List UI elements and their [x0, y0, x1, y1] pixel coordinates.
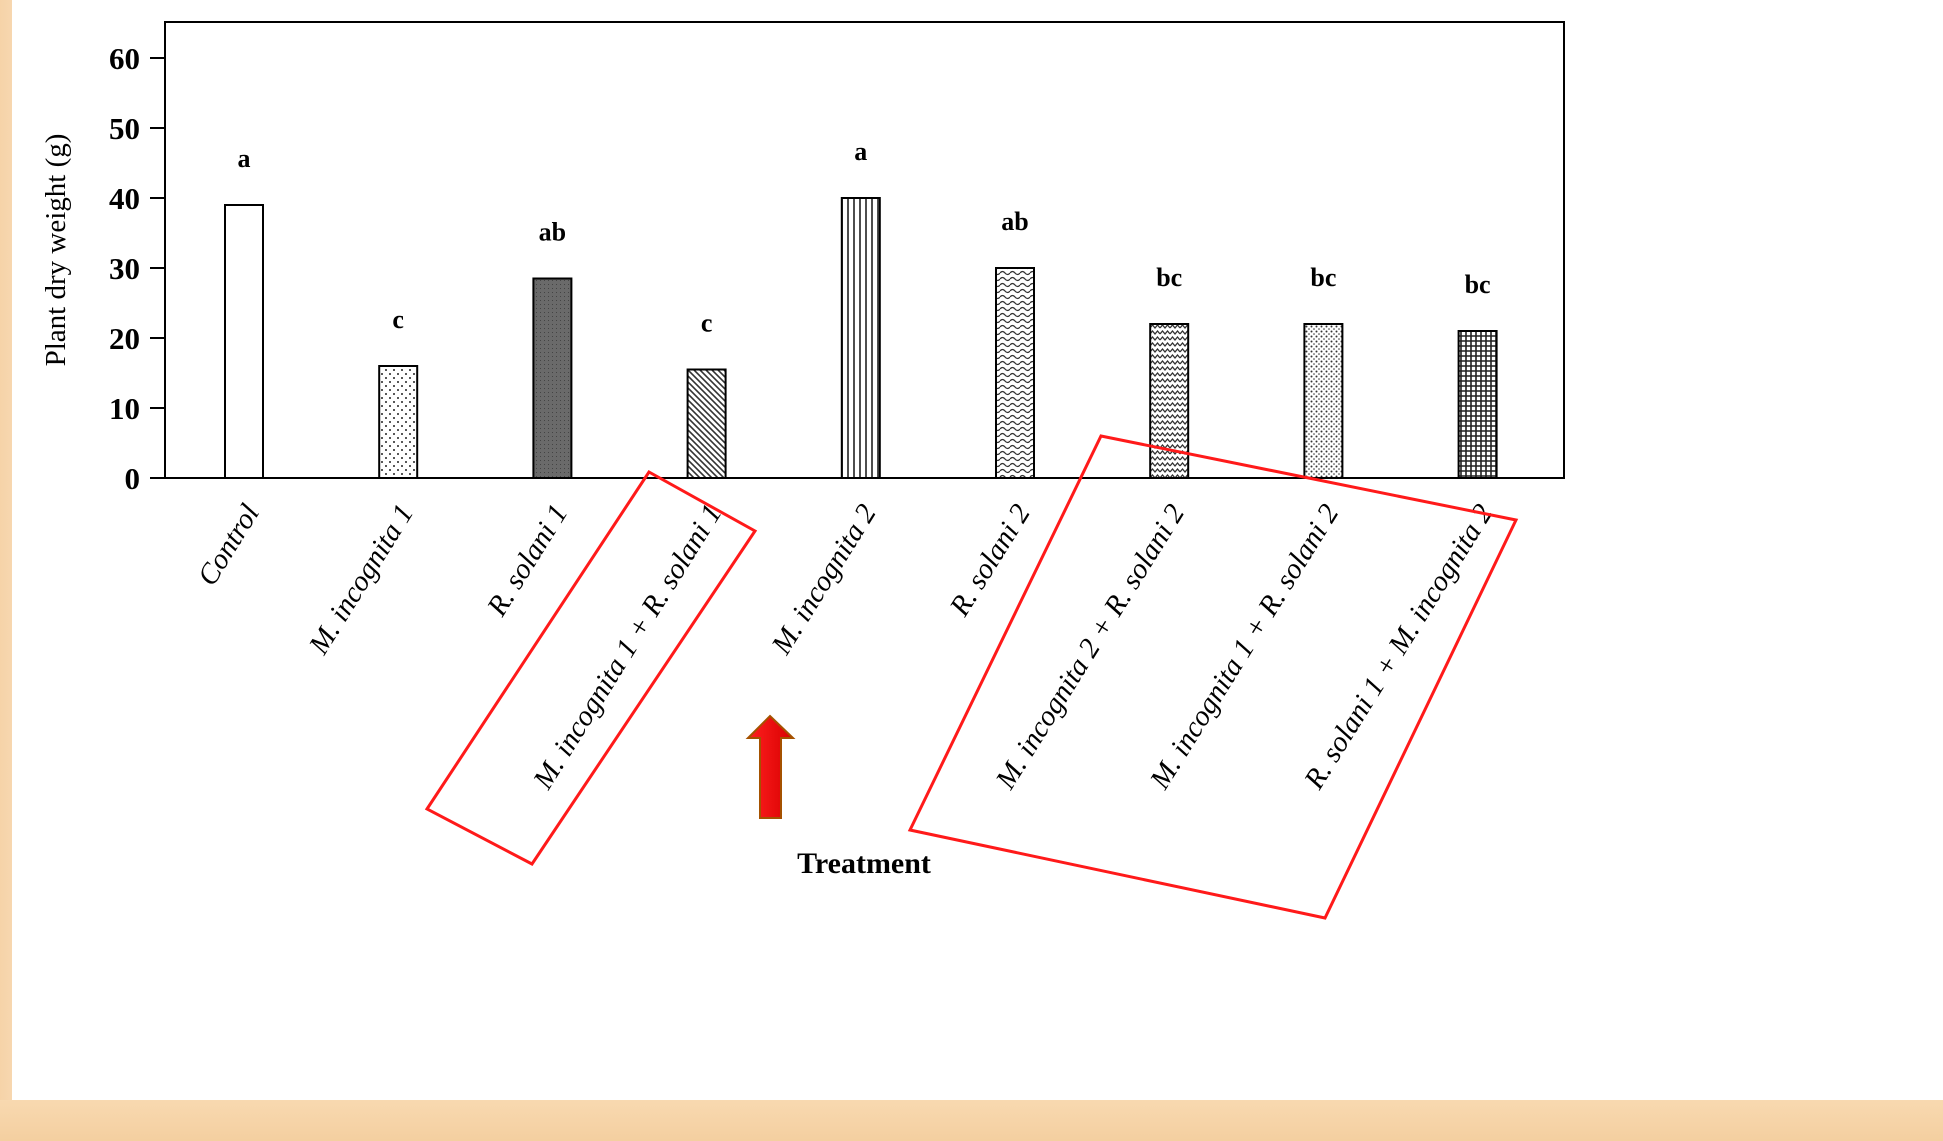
bar [686, 368, 727, 479]
y-tick-label: 0 [125, 461, 141, 496]
highlight-box-2 [907, 434, 1519, 920]
arrow-icon [745, 714, 796, 819]
significance-label: ab [539, 218, 566, 247]
bar [840, 197, 881, 479]
footer-band [0, 1100, 1943, 1141]
x-axis-label: Treatment [797, 847, 931, 880]
bar [995, 267, 1035, 479]
y-tick-label: 60 [109, 41, 140, 76]
y-axis-label: Plant dry weight (g) [40, 134, 72, 367]
significance-label: a [238, 144, 251, 173]
significance-label: c [392, 305, 404, 334]
bar [1303, 323, 1344, 479]
bar [378, 365, 419, 479]
x-tick-label: R. solani 1 [480, 499, 574, 623]
significance-label: ab [1001, 207, 1028, 236]
y-tick-label: 20 [109, 321, 140, 356]
significance-label: bc [1310, 263, 1336, 292]
significance-label: c [701, 309, 713, 338]
bar [532, 277, 573, 479]
y-tick-label: 30 [109, 251, 140, 286]
bar [1149, 323, 1190, 479]
y-tick-label: 50 [109, 111, 140, 146]
x-tick-label: M. incognita 1 [302, 499, 420, 661]
bar [1457, 330, 1498, 479]
bar [224, 204, 264, 479]
x-tick-label: R. solani 2 [943, 499, 1037, 623]
y-tick-label: 40 [109, 181, 140, 216]
significance-label: bc [1156, 263, 1182, 292]
significance-label: bc [1465, 270, 1491, 299]
y-tick-label: 10 [109, 391, 140, 426]
highlight-box-1 [424, 470, 758, 866]
x-tick-label: M. incognita 2 [765, 499, 883, 661]
chart-panel [12, 0, 1943, 1100]
significance-label: a [854, 137, 867, 166]
x-tick-label: Control [192, 499, 266, 592]
